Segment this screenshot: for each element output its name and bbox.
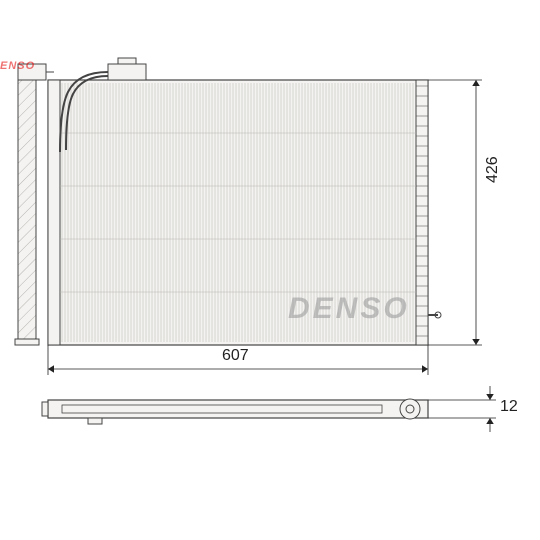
top-view [42,399,428,424]
front-view [48,58,441,345]
drawing-canvas [0,0,540,540]
dimension-height-label: 426 [484,156,502,183]
dimension-width-label: 607 [222,347,249,365]
technical-drawing: { "brand": "DENSO", "corner_brand": "ENS… [0,0,540,540]
corner-brand-logo: ENSO [0,60,35,72]
dimension-thickness-label: 12 [500,398,518,416]
